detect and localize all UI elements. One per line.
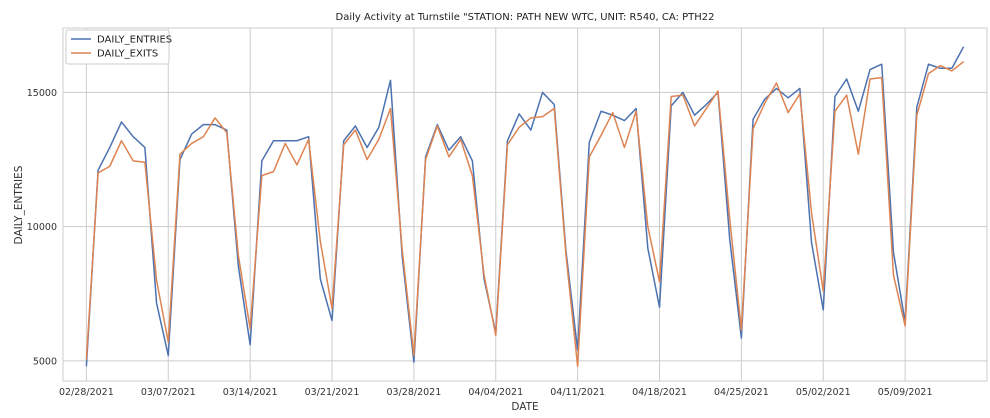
y-tick-label: 10000	[27, 222, 57, 233]
chart-title: Daily Activity at Turnstile "STATION: PA…	[336, 12, 715, 23]
x-tick-label: 04/25/2021	[714, 387, 769, 398]
series-layer	[85, 46, 965, 367]
x-tick-label: 04/18/2021	[632, 387, 687, 398]
legend-label-daily-exits: DAILY_EXITS	[97, 49, 158, 60]
x-tick-label: 05/02/2021	[796, 387, 851, 398]
legend: DAILY_ENTRIES DAILY_EXITS	[65, 29, 172, 65]
x-tick-label: 03/21/2021	[305, 387, 360, 398]
x-tick-label: 03/07/2021	[141, 387, 196, 398]
x-axis-label: DATE	[511, 401, 538, 413]
plot-area	[62, 27, 988, 382]
x-tick-label: 04/04/2021	[468, 387, 523, 398]
x-tick-label: 02/28/2021	[59, 387, 114, 398]
x-tick-labels: 02/28/2021 03/07/2021 03/14/2021 03/21/2021…	[59, 387, 932, 398]
series-line-daily-exits	[85, 60, 965, 367]
y-tick-label: 5000	[33, 356, 57, 367]
x-tick-label: 03/28/2021	[387, 387, 442, 398]
legend-box	[65, 29, 170, 65]
x-tick-label: 04/11/2021	[550, 387, 605, 398]
y-tick-label: 15000	[27, 88, 57, 99]
y-axis-label: DAILY_ENTRIES	[13, 165, 25, 244]
y-gridlines	[63, 91, 987, 362]
x-tick-label: 05/09/2021	[878, 387, 933, 398]
x-tick-label: 03/14/2021	[223, 387, 278, 398]
y-tick-labels: 5000 10000 15000	[27, 88, 57, 367]
legend-label-daily-entries: DAILY_ENTRIES	[97, 35, 172, 46]
